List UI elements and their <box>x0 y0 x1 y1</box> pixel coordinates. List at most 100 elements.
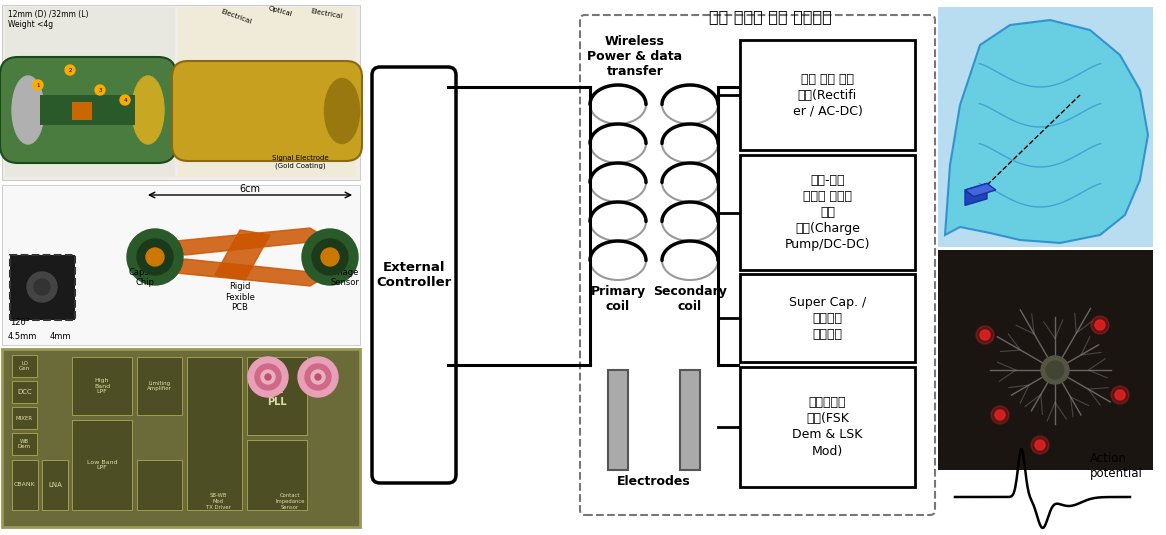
Bar <box>607 370 628 470</box>
Text: 120°: 120° <box>10 318 30 327</box>
Circle shape <box>1111 386 1129 404</box>
Circle shape <box>33 80 43 90</box>
Bar <box>42 460 68 510</box>
Bar <box>72 102 92 120</box>
Bar <box>2 5 360 180</box>
Polygon shape <box>965 184 996 196</box>
Circle shape <box>1041 356 1069 384</box>
Text: DCC: DCC <box>17 389 31 395</box>
Bar <box>187 357 243 510</box>
Text: Optical: Optical <box>268 5 294 17</box>
Bar <box>247 357 307 435</box>
Text: 인체 삽입형 무선 송수신기: 인체 삽입형 무선 송수신기 <box>709 9 831 24</box>
Circle shape <box>1031 436 1049 454</box>
Circle shape <box>1035 440 1045 450</box>
Ellipse shape <box>12 76 44 144</box>
Circle shape <box>27 272 57 302</box>
Text: 4: 4 <box>124 97 127 103</box>
Bar <box>72 420 132 510</box>
Polygon shape <box>944 20 1149 243</box>
Bar <box>247 440 307 510</box>
Bar <box>937 7 1153 247</box>
Circle shape <box>1115 390 1125 400</box>
Bar <box>937 250 1153 470</box>
Circle shape <box>127 229 183 285</box>
Polygon shape <box>155 228 330 255</box>
Text: Contact
Impedance
Sensor: Contact Impedance Sensor <box>275 493 304 510</box>
Text: Wireless
Power & data
transfer: Wireless Power & data transfer <box>588 35 682 78</box>
Text: High
Band
LPF: High Band LPF <box>94 378 110 394</box>
Text: 6cm: 6cm <box>239 184 260 194</box>
Bar <box>10 255 75 320</box>
Circle shape <box>302 229 358 285</box>
Bar <box>5 7 175 177</box>
Circle shape <box>321 248 339 266</box>
Text: Action
potential: Action potential <box>1090 452 1143 480</box>
Bar <box>136 357 182 415</box>
Circle shape <box>991 406 1009 424</box>
Bar <box>12 433 37 455</box>
Circle shape <box>255 364 281 390</box>
Circle shape <box>34 279 50 295</box>
Circle shape <box>979 330 990 340</box>
Text: Super Cap. /
무선충전
보호회로: Super Cap. / 무선충전 보호회로 <box>789 295 866 340</box>
Text: 1: 1 <box>36 82 40 88</box>
Text: 2: 2 <box>69 67 72 73</box>
Bar <box>2 185 360 345</box>
Bar <box>72 357 132 415</box>
Text: Rigid
Fexible
PCB: Rigid Fexible PCB <box>225 282 255 312</box>
Text: CBANK: CBANK <box>14 483 36 487</box>
Text: Limiting
Amplifier: Limiting Amplifier <box>147 380 171 392</box>
Circle shape <box>1046 361 1065 379</box>
Circle shape <box>995 410 1005 420</box>
Circle shape <box>248 357 288 397</box>
Circle shape <box>261 370 275 384</box>
Circle shape <box>1091 316 1109 334</box>
Text: 멀티-모달
스위칭 배터리
충전
회로(Charge
Pump/DC-DC): 멀티-모달 스위칭 배터리 충전 회로(Charge Pump/DC-DC) <box>785 174 870 251</box>
Text: Electrical: Electrical <box>310 8 343 19</box>
Circle shape <box>305 364 331 390</box>
Bar <box>40 95 135 125</box>
Bar <box>12 355 37 377</box>
Text: Signal Electrode
(Gold Coating): Signal Electrode (Gold Coating) <box>272 155 329 169</box>
Text: Low Band
LPF: Low Band LPF <box>86 460 118 470</box>
Text: 데이터통신
회로(FSK
Dem & LSK
Mod): 데이터통신 회로(FSK Dem & LSK Mod) <box>793 396 863 457</box>
Circle shape <box>146 248 164 266</box>
Circle shape <box>94 85 105 95</box>
Text: External
Controller: External Controller <box>377 261 451 289</box>
Bar <box>2 349 360 527</box>
Text: Image
Sensor: Image Sensor <box>331 268 359 287</box>
Ellipse shape <box>324 79 359 143</box>
Text: LNA: LNA <box>48 482 62 488</box>
Ellipse shape <box>132 76 164 144</box>
Circle shape <box>315 374 321 380</box>
Text: 무선 전력 수신
회로(Rectifi
er / AC-DC): 무선 전력 수신 회로(Rectifi er / AC-DC) <box>793 73 863 118</box>
Bar <box>12 381 37 403</box>
Circle shape <box>120 95 129 105</box>
Text: WB
Dem: WB Dem <box>17 439 31 449</box>
FancyBboxPatch shape <box>372 67 456 483</box>
Text: Weight <4g: Weight <4g <box>8 20 54 29</box>
Text: LO
Gen: LO Gen <box>19 361 30 371</box>
Text: 4.5mm: 4.5mm <box>8 332 37 341</box>
Bar <box>12 460 38 510</box>
Text: 3: 3 <box>98 88 101 93</box>
Circle shape <box>976 326 993 344</box>
Text: Electrodes: Electrodes <box>617 475 691 488</box>
Bar <box>740 367 915 487</box>
FancyBboxPatch shape <box>173 61 361 161</box>
Circle shape <box>298 357 338 397</box>
Text: Capsule
Chip: Capsule Chip <box>128 268 162 287</box>
Circle shape <box>136 239 173 275</box>
Polygon shape <box>215 230 271 280</box>
Bar <box>740 40 915 150</box>
Bar <box>178 7 356 177</box>
Polygon shape <box>155 259 330 286</box>
Text: 12mm (D) /32mm (L): 12mm (D) /32mm (L) <box>8 10 89 19</box>
Circle shape <box>311 370 325 384</box>
Text: TX
PLL: TX PLL <box>267 385 287 407</box>
Bar <box>12 407 37 429</box>
Bar <box>136 460 182 510</box>
Polygon shape <box>965 184 986 205</box>
Text: SB-WB
Mod
TX Driver: SB-WB Mod TX Driver <box>205 493 231 510</box>
